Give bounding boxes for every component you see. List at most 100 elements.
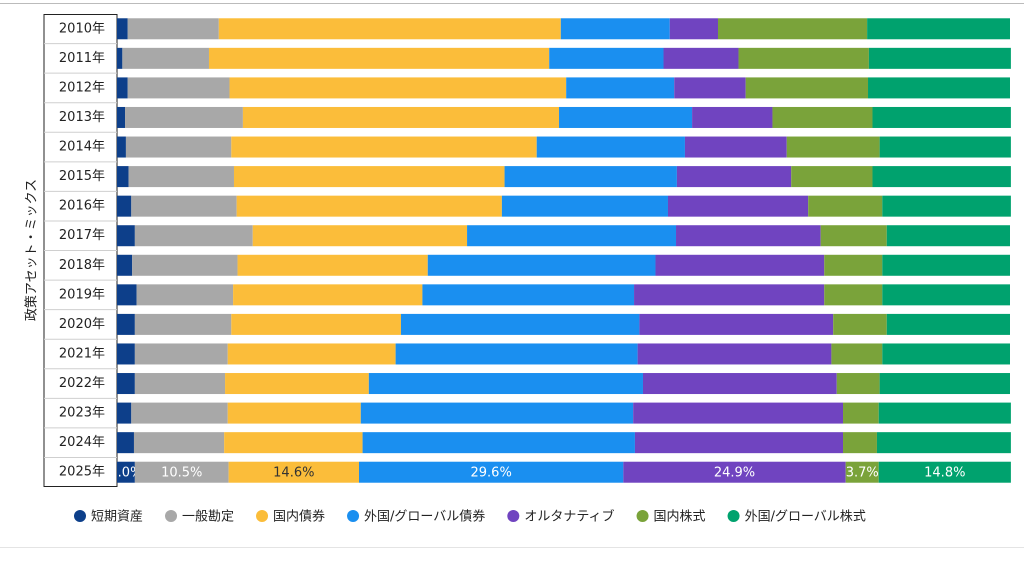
bar-segment — [674, 77, 746, 99]
bar-segment — [127, 18, 219, 40]
bar-segment — [227, 402, 361, 424]
bar-segment — [117, 373, 135, 395]
y-tick-label: 2019年 — [59, 287, 105, 302]
legend-label: 国内株式 — [654, 509, 706, 525]
value-label: 14.6% — [273, 466, 314, 481]
bar-segment — [237, 254, 428, 276]
bar-segment — [218, 18, 561, 40]
bar-segment — [134, 373, 226, 395]
bar-segment — [886, 225, 1010, 247]
bar-segment — [228, 461, 360, 483]
bar-segment — [642, 373, 837, 395]
bar-segment — [224, 432, 363, 454]
bar-segment — [360, 402, 634, 424]
bar-segment — [233, 166, 505, 188]
bar-segment — [831, 343, 883, 365]
y-tick-label: 2010年 — [59, 21, 105, 36]
bar-segment — [501, 195, 668, 217]
bar-segment — [400, 313, 640, 335]
bar-segment — [560, 18, 670, 40]
bar-segment — [117, 77, 128, 99]
y-tick-label: 2018年 — [59, 258, 105, 273]
bar-segment — [117, 106, 126, 128]
legend-swatch — [347, 510, 360, 522]
bar-segment — [134, 225, 253, 247]
bar-segment — [843, 402, 879, 424]
bar-segment — [882, 284, 1010, 306]
bar-segment — [876, 432, 1011, 454]
bar-segment — [808, 195, 883, 217]
bar-segment — [125, 106, 243, 128]
bar-segment — [745, 77, 869, 99]
bar-segment — [843, 432, 877, 454]
legend-label: 短期資産 — [91, 509, 143, 525]
bar-segment — [227, 343, 396, 365]
bar-segment — [845, 461, 879, 483]
y-axis-title: 政策アセット・ミックス — [24, 179, 40, 321]
y-tick-label: 2014年 — [59, 140, 105, 155]
bar-segment — [872, 166, 1011, 188]
bar-segment — [559, 106, 693, 128]
bar-segment — [878, 402, 1011, 424]
bar-segment — [233, 284, 423, 306]
bar-segment — [868, 77, 1010, 99]
bar-segment — [549, 47, 664, 69]
bar-segment — [879, 373, 1010, 395]
bar-segment — [422, 284, 635, 306]
bar-segment — [637, 343, 832, 365]
bar-segment — [836, 373, 880, 395]
bar-segment — [208, 47, 550, 69]
bar-segment — [134, 461, 229, 483]
bar-segment — [117, 136, 126, 158]
bar-segment — [395, 343, 638, 365]
bar-segment — [676, 166, 792, 188]
bar-segment — [467, 225, 677, 247]
bar-segment — [882, 254, 1010, 276]
legend-swatch — [256, 510, 269, 522]
bar-segment — [117, 254, 133, 276]
value-label: 29.6% — [471, 466, 512, 481]
bar-segment — [242, 106, 560, 128]
y-tick-label: 2015年 — [59, 169, 105, 184]
bar-segment — [117, 343, 135, 365]
legend-label: 外国/グローバル債券 — [364, 509, 485, 525]
bar-segment — [427, 254, 656, 276]
bar-segment — [117, 402, 132, 424]
bar-segment — [117, 166, 129, 188]
bar-segment — [634, 432, 844, 454]
bar-segment — [134, 313, 232, 335]
bar-segment — [117, 313, 135, 335]
bar-segment — [820, 225, 887, 247]
bar-segment — [663, 47, 739, 69]
bar-segment — [132, 254, 238, 276]
bar-segment — [684, 136, 787, 158]
bar-segment — [667, 195, 809, 217]
bar-segment — [117, 284, 137, 306]
y-tick-label: 2013年 — [59, 110, 105, 125]
bar-segment — [229, 77, 567, 99]
bar-segment — [824, 254, 883, 276]
bar-segment — [886, 313, 1010, 335]
y-tick-label: 2020年 — [59, 317, 105, 332]
bar-segment — [117, 432, 134, 454]
bar-segment — [882, 195, 1011, 217]
y-tick-label: 2025年 — [59, 465, 105, 480]
bar-segment — [879, 136, 1011, 158]
bar-segment — [634, 284, 825, 306]
bar-segment — [633, 402, 844, 424]
y-tick-label: 2022年 — [59, 376, 105, 391]
bar-segment — [359, 461, 624, 483]
bar-segment — [252, 225, 468, 247]
legend-swatch — [74, 510, 86, 522]
bar-segment — [639, 313, 834, 335]
bar-segment — [231, 136, 537, 158]
bar-segment — [833, 313, 887, 335]
bar-segment — [117, 195, 132, 217]
bar-segment — [122, 47, 209, 69]
legend-swatch — [165, 510, 178, 522]
bar-segment — [117, 47, 123, 69]
bar-segment — [882, 343, 1010, 365]
bar-segment — [362, 432, 635, 454]
